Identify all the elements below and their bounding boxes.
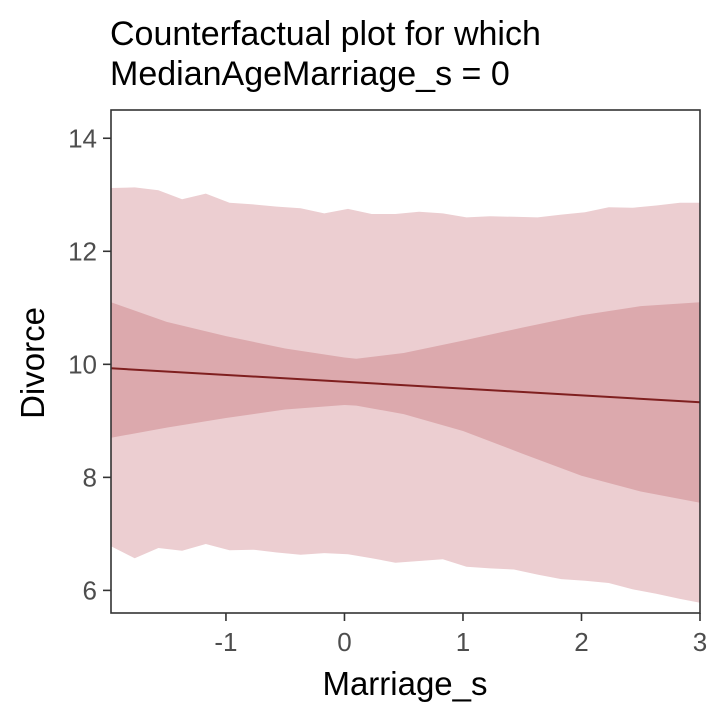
mean-interval-band [111,302,700,503]
y-tick-label: 6 [83,575,97,605]
mean-line [110,367,701,404]
x-tick-label: 1 [456,627,470,657]
chart-title-line-1: Counterfactual plot for which [110,15,541,53]
x-tick-label: -1 [214,627,237,657]
y-tick-label: 12 [68,236,97,266]
x-axis-title: Marriage_s [322,665,487,702]
plot-area [110,187,701,603]
x-tick-label: 0 [337,627,351,657]
y-tick-label: 10 [68,349,97,379]
plot-border [110,109,701,614]
y-axis-title: Divorce [14,307,51,419]
x-tick-label: 2 [574,627,588,657]
x-tick-label: 3 [693,627,707,657]
chart-title-line-2: MedianAgeMarriage_s = 0 [110,55,510,93]
y-tick-label: 8 [83,462,97,492]
y-tick-label: 14 [68,123,97,153]
